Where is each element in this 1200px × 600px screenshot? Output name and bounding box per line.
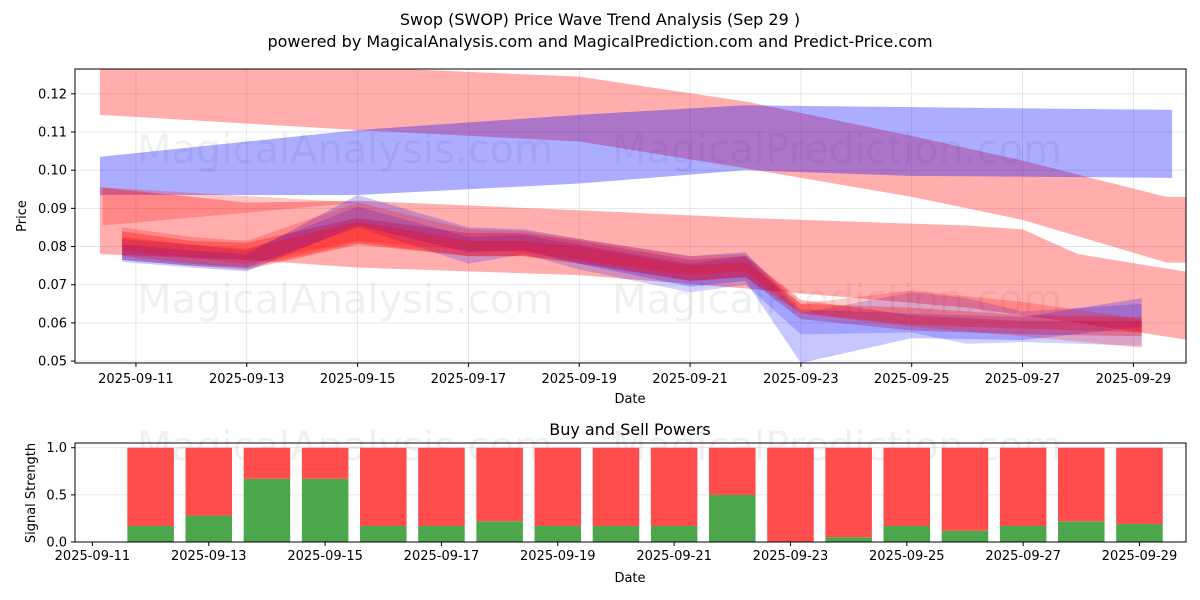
buy-bar: [883, 525, 931, 542]
buy-bar: [1058, 521, 1105, 542]
price-axes-frame: [74, 68, 1187, 364]
sell-bar: [1116, 447, 1163, 525]
x-tick-label: 2025-09-13: [209, 372, 285, 387]
sell-bar: [418, 447, 465, 526]
band-mid-term-purple: [102, 187, 746, 226]
x-tick-label: 2025-09-23: [753, 549, 829, 564]
price-grid: [75, 69, 1186, 363]
y-tick-label: 0.05: [38, 355, 67, 370]
x-tick-label: 2025-09-27: [985, 372, 1061, 387]
x-tick-label: 2025-09-13: [171, 549, 247, 564]
sell-bar: [476, 447, 523, 522]
band-mid-term-red: [99, 187, 1186, 340]
price-plot-area: [75, 69, 1186, 363]
band-long-term-red-upper: [99, 69, 1186, 263]
watermark: MagicalAnalysis.com: [137, 277, 553, 323]
y-tick-label: 0.08: [38, 240, 67, 255]
price-ylabel: Price: [15, 200, 30, 232]
watermark: MagicalPrediction.com: [612, 277, 1062, 323]
band-short-wave-3: [122, 206, 1142, 346]
sell-bar: [941, 447, 989, 531]
chart-subtitle: powered by MagicalAnalysis.com and Magic…: [267, 32, 933, 51]
buy-bar: [127, 525, 174, 542]
sell-bar: [534, 447, 582, 526]
buy-bar: [185, 515, 233, 542]
buy-bar: [709, 494, 756, 542]
x-tick-label: 2025-09-25: [874, 372, 950, 387]
x-tick-label: 2025-09-19: [520, 549, 596, 564]
sell-bar: [592, 447, 640, 526]
buy-sell-axes-frame: [74, 442, 1187, 543]
band-short-wave-5: [122, 221, 1142, 333]
x-tick-label: 2025-09-21: [636, 549, 712, 564]
buy-bar: [999, 525, 1047, 542]
watermark: MagicalAnalysis.com: [137, 127, 553, 173]
y-tick-label: 0.11: [38, 126, 67, 141]
x-tick-label: 2025-09-23: [763, 372, 839, 387]
y-tick-label: 0.0: [46, 536, 67, 551]
band-short-wave-2: [122, 195, 1142, 363]
buy-bar: [476, 521, 523, 542]
buy-bar: [301, 478, 349, 542]
y-tick-label: 0.12: [38, 87, 67, 102]
sell-bar: [243, 447, 291, 479]
y-tick-label: 1.0: [46, 441, 67, 456]
buy-sell-ylabel: Signal Strength: [24, 443, 39, 543]
x-tick-label: 2025-09-15: [287, 549, 363, 564]
price-xlabel: Date: [614, 392, 645, 407]
sell-bar: [767, 447, 814, 542]
buy-bar: [650, 525, 698, 542]
sell-bar: [360, 447, 407, 526]
buy-bar: [418, 525, 465, 542]
sell-bar: [301, 447, 349, 479]
price-bands: [99, 69, 1186, 363]
buy-bar: [243, 478, 291, 542]
buy-sell-title: Buy and Sell Powers: [549, 420, 711, 439]
x-tick-label: 2025-09-29: [1102, 549, 1178, 564]
x-tick-label: 2025-09-17: [404, 549, 480, 564]
x-tick-label: 2025-09-19: [541, 372, 617, 387]
x-tick-label: 2025-09-29: [1096, 372, 1172, 387]
x-tick-label: 2025-09-11: [98, 372, 174, 387]
x-tick-label: 2025-09-25: [869, 549, 945, 564]
y-tick-label: 0.07: [38, 278, 67, 293]
band-long-term-blue: [99, 105, 1173, 195]
x-tick-label: 2025-09-21: [652, 372, 728, 387]
buy-bar: [941, 530, 989, 542]
y-tick-label: 0.09: [38, 202, 67, 217]
y-tick-label: 0.10: [38, 164, 67, 179]
x-tick-label: 2025-09-15: [320, 372, 396, 387]
price-ticks: 2025-09-11 2025-09-13 2025-09-15 2025-09-17…: [38, 87, 1171, 387]
sell-bar: [127, 447, 174, 526]
sell-bar: [883, 447, 931, 526]
sell-bar: [999, 447, 1047, 526]
buy-sell-bars: [127, 447, 1163, 542]
buy-bar: [360, 525, 407, 542]
buy-sell-chart: Buy and Sell Powers MagicalAnalysis.com …: [24, 420, 1187, 586]
x-tick-label: 2025-09-17: [431, 372, 507, 387]
x-tick-label: 2025-09-11: [55, 549, 131, 564]
x-tick-label: 2025-09-27: [985, 549, 1061, 564]
buy-bar: [825, 537, 872, 542]
buy-bar: [534, 525, 582, 542]
buy-sell-xlabel: Date: [614, 571, 645, 586]
sell-bar: [709, 447, 756, 495]
y-tick-label: 0.06: [38, 316, 67, 331]
buy-bar: [1116, 524, 1163, 542]
price-wave-chart: MagicalAnalysis.com MagicalPrediction.co…: [15, 68, 1187, 407]
sell-bar: [185, 447, 233, 516]
sell-bar: [1058, 447, 1105, 522]
sell-bar: [650, 447, 698, 526]
buy-bar: [592, 525, 640, 542]
chart-title: Swop (SWOP) Price Wave Trend Analysis (S…: [399, 10, 801, 29]
buy-sell-ticks: 0.0 0.5 1.0 2025-09-11 2025-09-13 2025-09-15 2…: [46, 441, 1177, 564]
watermark: MagicalPrediction.com: [612, 127, 1062, 173]
y-tick-label: 0.5: [46, 488, 67, 503]
band-short-wave-1: [122, 217, 1142, 337]
sell-bar: [825, 447, 872, 538]
band-short-wave-4: [122, 202, 1142, 348]
